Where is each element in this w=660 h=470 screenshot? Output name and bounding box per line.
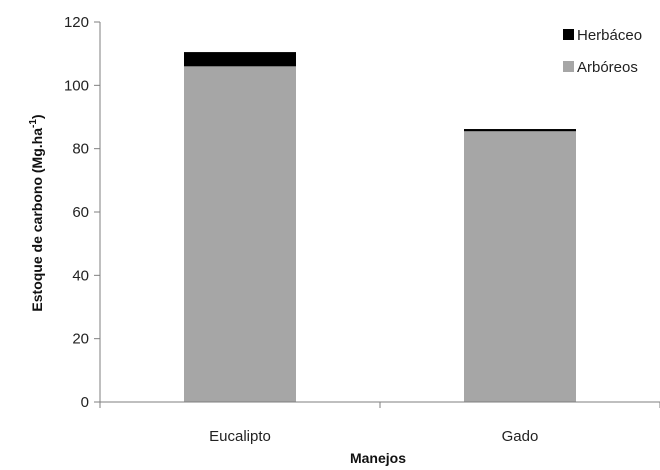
bar-arbóreos	[184, 66, 296, 402]
bars-layer	[184, 52, 576, 402]
x-ticks: Eucalipto Gado	[99, 402, 660, 445]
y-tick-label: 80	[72, 141, 89, 158]
y-tick-label: 120	[64, 14, 89, 31]
x-axis-title: Manejos	[350, 450, 406, 466]
legend-label: Herbáceo	[577, 27, 642, 44]
legend-swatch	[563, 61, 574, 72]
y-axis-title: Estoque de carbono (Mg.ha-1)	[28, 114, 45, 311]
legend-swatch	[563, 29, 574, 40]
legend-label: Arbóreos	[577, 59, 638, 76]
bar-arbóreos	[464, 131, 576, 402]
bar-herbáceo	[184, 52, 296, 67]
x-tick-label: Gado	[502, 428, 539, 445]
y-tick-label: 0	[81, 394, 89, 411]
x-tick-label: Eucalipto	[209, 428, 271, 445]
bar-herbáceo	[464, 129, 576, 132]
y-ticks: 0 20 40 60 80 100 120	[64, 14, 100, 411]
y-tick-label: 20	[72, 331, 89, 348]
y-tick-label: 60	[72, 204, 89, 221]
legend: Herbáceo Arbóreos	[563, 27, 642, 76]
y-tick-label: 100	[64, 77, 89, 94]
y-tick-label: 40	[72, 267, 89, 284]
